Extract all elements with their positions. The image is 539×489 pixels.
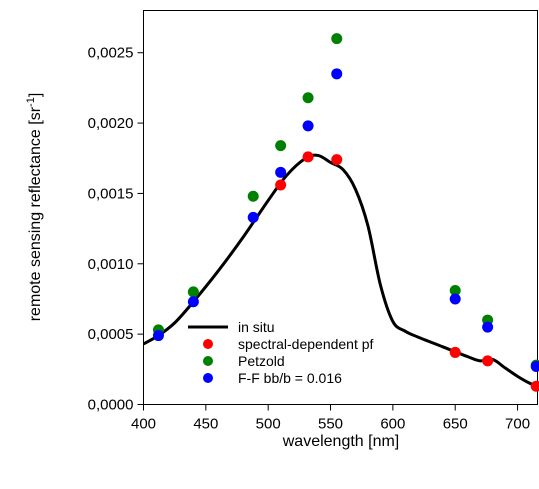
x-tick-label: 700 xyxy=(505,416,530,433)
y-axis-label-end: ] xyxy=(27,93,44,97)
data-point-spectral-dependent-pf xyxy=(331,154,342,165)
data-point-f-f-bb-b-0-016 xyxy=(450,293,461,304)
data-point-f-f-bb-b-0-016 xyxy=(331,68,342,79)
x-tick-label: 550 xyxy=(318,416,343,433)
data-point-f-f-bb-b-0-016 xyxy=(248,212,259,223)
x-axis-label: wavelength [nm] xyxy=(282,433,400,450)
legend-label-petzold: Petzold xyxy=(238,353,285,369)
x-axis-ticks: 400 450 500 550 600 650 700 xyxy=(131,405,530,433)
y-axis-label-main: remote sensing reflectance [sr xyxy=(27,106,44,321)
y-tick-label: 0,0005 xyxy=(88,326,134,343)
data-point-f-f-bb-b-0-016 xyxy=(188,296,199,307)
data-point-spectral-dependent-pf xyxy=(303,151,314,162)
data-point-petzold xyxy=(275,140,286,151)
y-tick-label: 0,0000 xyxy=(88,397,134,414)
x-tick-label: 450 xyxy=(193,416,218,433)
legend-swatch-spectral-dependent-pf xyxy=(203,339,213,349)
y-tick-label: 0,0010 xyxy=(88,256,134,273)
x-tick-label: 500 xyxy=(256,416,281,433)
y-axis-label-superscript: -1 xyxy=(25,97,37,107)
data-point-petzold xyxy=(248,191,259,202)
y-tick-label: 0,0025 xyxy=(88,45,134,62)
y-axis-label: remote sensing reflectance [sr-1] xyxy=(25,93,44,322)
y-axis-ticks: 0,0000 0,0005 0,0010 0,0015 0,0020 0,0025 xyxy=(88,45,144,414)
y-tick-label: 0,0020 xyxy=(88,115,134,132)
data-point-petzold xyxy=(188,286,199,297)
legend-label-f-f-bb-b-0-016: F-F bb/b = 0.016 xyxy=(238,370,342,386)
legend-label-spectral-dependent-pf: spectral-dependent pf xyxy=(238,336,374,352)
data-point-petzold xyxy=(331,33,342,44)
data-point-f-f-bb-b-0-016 xyxy=(482,322,493,333)
data-point-spectral-dependent-pf xyxy=(531,381,539,392)
x-tick-label: 650 xyxy=(443,416,468,433)
x-tick-label: 600 xyxy=(380,416,405,433)
data-point-f-f-bb-b-0-016 xyxy=(275,167,286,178)
data-point-spectral-dependent-pf xyxy=(482,355,493,366)
data-point-f-f-bb-b-0-016 xyxy=(153,330,164,341)
legend-swatch-f-f-bb-b-0-016 xyxy=(203,373,213,383)
data-point-spectral-dependent-pf xyxy=(275,179,286,190)
data-point-spectral-dependent-pf xyxy=(450,347,461,358)
x-tick-label: 400 xyxy=(131,416,156,433)
data-point-f-f-bb-b-0-016 xyxy=(303,120,314,131)
legend-swatch-petzold xyxy=(203,356,213,366)
legend-label-in-situ: in situ xyxy=(238,319,275,335)
y-tick-label: 0,0015 xyxy=(88,185,134,202)
data-point-petzold xyxy=(303,92,314,103)
